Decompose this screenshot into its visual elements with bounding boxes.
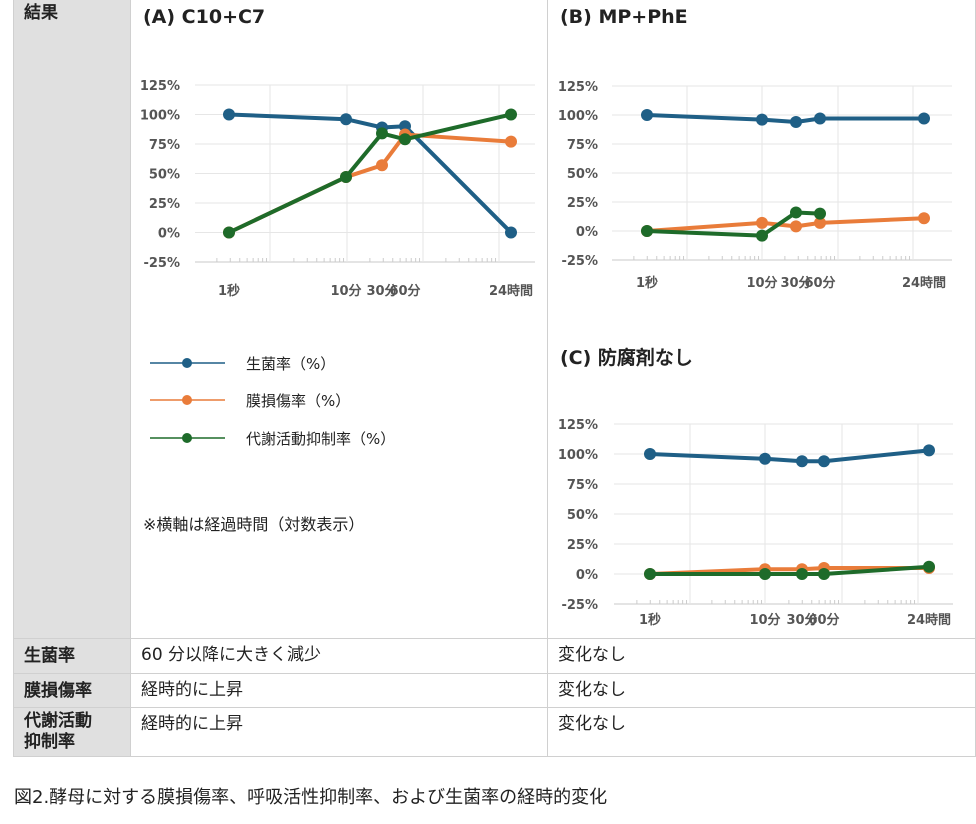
row-label-text: 抑制率	[24, 732, 75, 752]
y-tick-label: 75%	[567, 138, 598, 153]
data-point	[790, 206, 802, 219]
data-point	[644, 568, 656, 580]
series-line	[646, 113, 924, 124]
data-point	[505, 226, 517, 239]
x-tick-label: 1秒	[218, 283, 240, 299]
y-tick-label: 25%	[149, 197, 180, 212]
data-point	[340, 113, 352, 126]
y-tick-label: 50%	[567, 508, 598, 523]
x-tick-label: 60分	[808, 612, 839, 628]
data-point	[223, 108, 235, 121]
data-point	[756, 216, 768, 229]
x-tick-label: 1秒	[636, 275, 658, 291]
data-point	[814, 112, 826, 125]
y-tick-label: -25%	[561, 254, 598, 269]
y-tick-label: 50%	[149, 168, 180, 183]
x-tick-label: 10分	[330, 283, 361, 299]
row-label-metabolic: 代謝活動 抑制率	[13, 707, 131, 757]
legend-marker-metabolic	[150, 433, 225, 443]
y-tick-label: 25%	[567, 538, 598, 553]
x-tick-label: 10分	[749, 612, 780, 628]
data-point	[505, 108, 517, 121]
y-tick-label: 75%	[567, 478, 598, 493]
y-tick-label: 0%	[576, 568, 598, 583]
y-tick-label: 100%	[140, 109, 180, 124]
data-point	[818, 568, 830, 580]
row-label-text: 膜損傷率	[24, 681, 92, 701]
panel-b-title: (B) MP+PhE	[560, 6, 688, 28]
y-tick-label: -25%	[143, 256, 180, 271]
legend-label-metabolic: 代謝活動抑制率（%）	[246, 430, 396, 448]
x-tick-label: 60分	[389, 283, 420, 299]
data-point	[923, 560, 935, 573]
data-point	[818, 455, 830, 468]
data-point	[223, 226, 235, 239]
data-point	[505, 135, 517, 148]
result-header-cell: 結果	[13, 0, 131, 639]
panel-c-title: (C) 防腐剤なし	[560, 347, 693, 369]
y-tick-label: 25%	[567, 196, 598, 211]
x-tick-label: 10分	[746, 275, 777, 291]
x-tick-label: 30分	[366, 283, 397, 299]
panel-a-title: (A) C10+C7	[143, 6, 266, 28]
y-tick-label: 125%	[140, 79, 180, 94]
data-point	[814, 216, 826, 229]
series-line	[646, 210, 821, 238]
y-tick-label: 125%	[558, 418, 598, 433]
legend-markers	[150, 358, 225, 443]
y-tick-label: 75%	[149, 138, 180, 153]
axis-note: ※横軸は経過時間（対数表示）	[143, 515, 365, 534]
x-tick-label: 60分	[804, 275, 835, 291]
data-point	[923, 444, 935, 457]
y-tick-label: 100%	[558, 448, 598, 463]
row-label-text: 生菌率	[24, 646, 75, 666]
data-point	[918, 112, 930, 125]
y-tick-label: 0%	[158, 227, 180, 242]
y-tick-label: 100%	[558, 109, 598, 124]
legend-marker-viability	[150, 358, 225, 368]
data-point	[399, 133, 411, 146]
data-point	[918, 212, 930, 225]
data-point	[641, 109, 653, 121]
data-point	[790, 220, 802, 233]
data-point	[756, 113, 768, 126]
data-point	[756, 229, 768, 242]
data-point	[759, 568, 771, 580]
legend-label-membrane: 膜損傷率（%）	[246, 392, 351, 410]
result-header-label: 結果	[24, 3, 58, 23]
x-tick-label: 1秒	[639, 612, 661, 628]
data-point	[376, 127, 388, 140]
data-point	[399, 120, 411, 133]
data-point	[796, 455, 808, 468]
data-point	[376, 159, 388, 172]
figure-caption: 図2.酵母に対する膜損傷率、呼吸活性抑制率、および生菌率の経時的変化	[14, 787, 608, 808]
legend-marker-membrane	[150, 395, 225, 405]
x-tick-label: 24時間	[489, 283, 533, 299]
legend-label-viability: 生菌率（%）	[246, 355, 336, 373]
data-point	[641, 225, 653, 237]
data-point	[790, 115, 802, 128]
x-tick-label: 30分	[786, 612, 817, 628]
data-point	[796, 568, 808, 580]
y-tick-label: 0%	[576, 225, 598, 240]
x-tick-label: 24時間	[907, 612, 951, 628]
data-point	[340, 171, 352, 184]
data-point	[759, 452, 771, 465]
row-label-membrane: 膜損傷率	[13, 673, 131, 708]
data-point	[644, 448, 656, 460]
y-tick-label: 50%	[567, 167, 598, 182]
row-label-text: 代謝活動	[24, 711, 92, 731]
y-tick-label: 125%	[558, 80, 598, 95]
series-line	[649, 448, 930, 464]
x-tick-label: 24時間	[902, 275, 946, 291]
y-tick-label: -25%	[561, 598, 598, 613]
x-tick-label: 30分	[780, 275, 811, 291]
data-point	[814, 207, 826, 220]
